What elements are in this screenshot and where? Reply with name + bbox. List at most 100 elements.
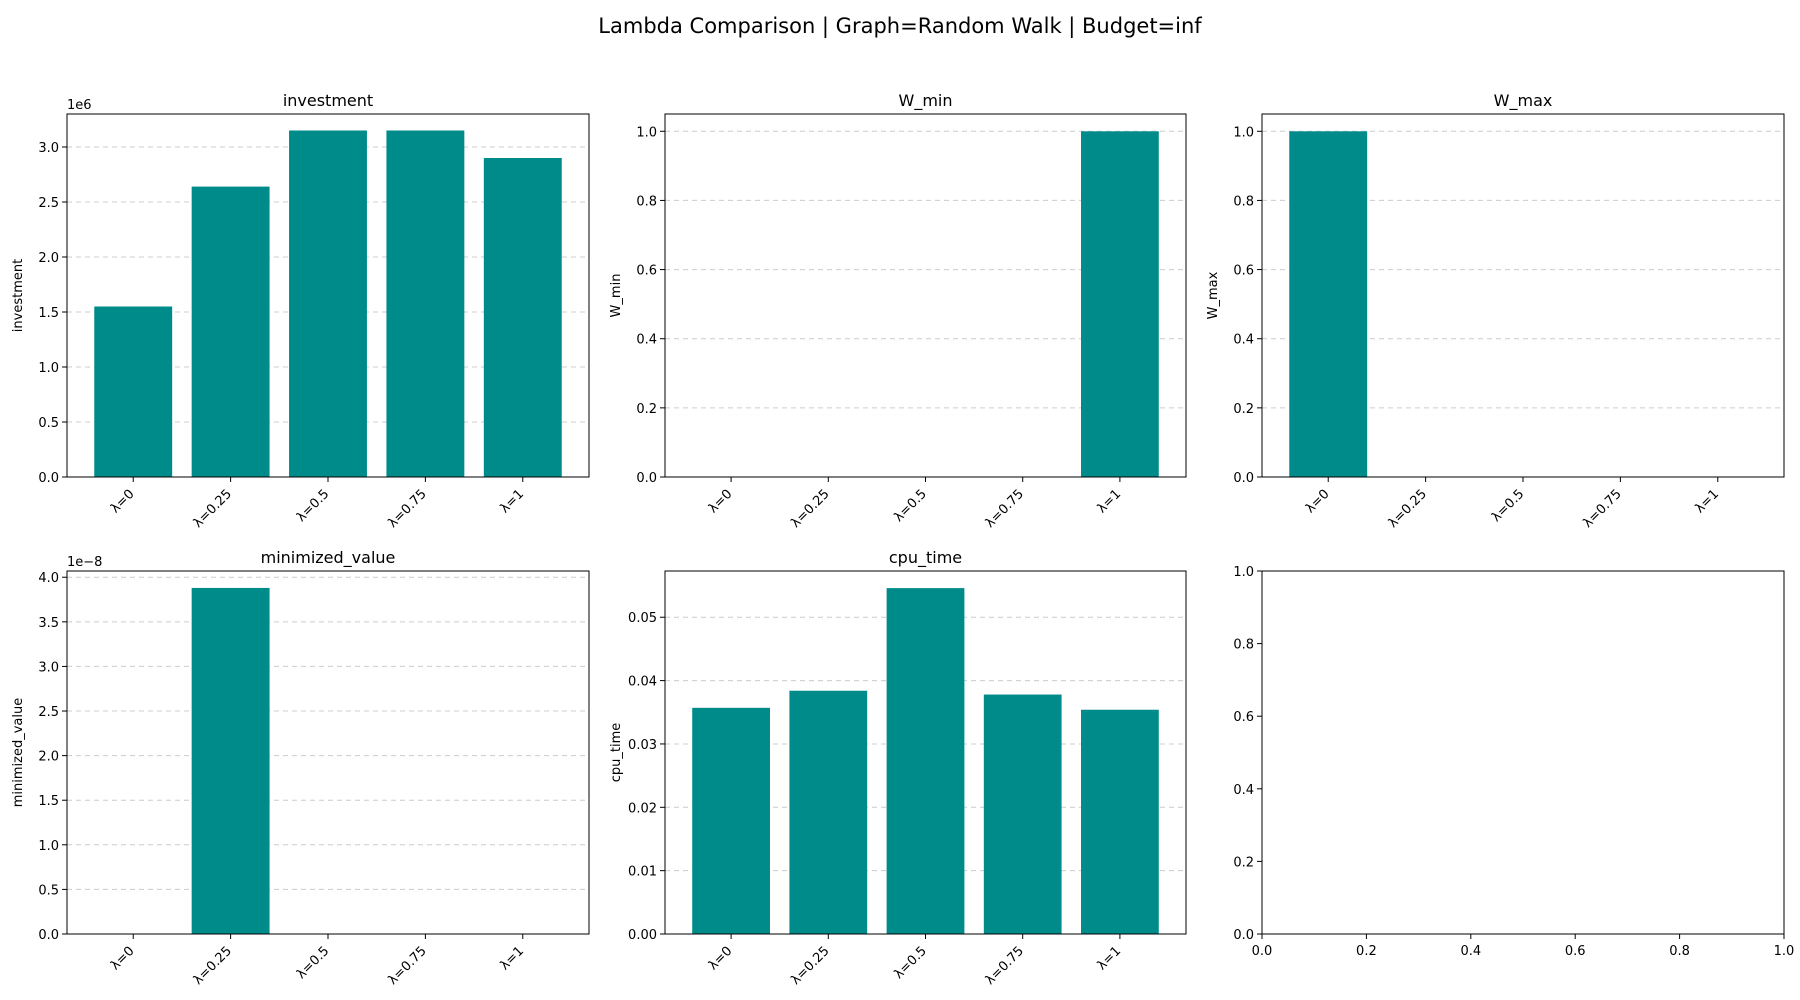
x-tick-label: λ=1 — [497, 944, 527, 974]
x-tick-label: λ=0.5 — [1489, 487, 1527, 525]
y-tick-label: 0.2 — [1233, 855, 1254, 870]
y-tick-label: 2.5 — [38, 705, 59, 720]
bar — [1081, 709, 1159, 934]
x-tick-label: 0.8 — [1669, 944, 1690, 959]
y-tick-label: 0.0 — [38, 928, 59, 943]
y-tick-label: 0.03 — [628, 738, 657, 753]
axes-frame — [1261, 570, 1785, 935]
x-tick-label: λ=0.5 — [294, 944, 332, 982]
y-tick-label: 0.0 — [1233, 928, 1254, 943]
y-tick-label: 4.0 — [38, 571, 59, 586]
y-axis-label: investment — [11, 259, 26, 332]
x-tick-label: λ=0.25 — [191, 487, 235, 531]
x-tick-label: λ=1 — [1095, 944, 1125, 974]
x-tick-label: λ=1 — [1095, 487, 1125, 517]
y-tick-label: 0.4 — [1233, 783, 1254, 798]
y-tick-label: 0.2 — [1233, 402, 1254, 417]
y-tick-label: 0.8 — [1233, 194, 1254, 209]
x-tick-label: 0.6 — [1565, 944, 1586, 959]
subplot-cpu_time: 0.00 0.01 0.02 0.03 0.04 0.05 λ=0 λ=0.25 λ=0.5 λ=… — [609, 548, 1187, 988]
bar — [483, 158, 562, 477]
y-tick-label: 0.02 — [628, 801, 657, 816]
y-tick-label: 0.0 — [38, 471, 59, 486]
bar — [386, 130, 465, 477]
bar — [289, 130, 367, 477]
axes-frame — [66, 570, 590, 935]
x-tick-label: λ=0.5 — [891, 944, 929, 982]
subplot-title: investment — [283, 91, 373, 110]
subplot-empty: 0.0 0.2 0.4 0.6 0.8 1.0 0.0 0.2 0.4 0.6 0.8 1.0 — [1233, 565, 1794, 959]
y-tick-label: 0.4 — [1233, 333, 1254, 348]
axes-frame — [1261, 113, 1785, 478]
y-tick-label: 0.5 — [38, 416, 59, 431]
bar — [191, 186, 270, 477]
bar — [983, 694, 1062, 934]
y-tick-label: 1.0 — [38, 839, 59, 854]
y-tick-label: 0.0 — [1233, 471, 1254, 486]
x-tick-label: λ=0.75 — [1580, 487, 1624, 531]
y-tick-label: 1.5 — [38, 794, 59, 809]
y-tick-label: 3.5 — [38, 616, 59, 631]
y-axis-label: cpu_time — [609, 723, 624, 783]
x-tick-label: 0.2 — [1356, 944, 1377, 959]
y-axis-label: W_max — [1206, 271, 1221, 319]
y-tick-label: 2.0 — [38, 251, 59, 266]
y-tick-label: 0.8 — [1233, 638, 1254, 653]
x-tick-label: 1.0 — [1774, 944, 1795, 959]
y-axis-label: minimized_value — [11, 698, 26, 807]
y-tick-label: 1.0 — [1233, 565, 1254, 580]
y-tick-label: 1.0 — [636, 125, 657, 140]
x-tick-label: λ=0.75 — [385, 944, 429, 988]
y-axis-label: W_min — [609, 274, 624, 318]
axes-frame — [664, 570, 1187, 935]
y-tick-label: 0.01 — [628, 865, 657, 880]
x-tick-label: λ=0 — [1303, 487, 1333, 517]
subplot-investment: 0.0 0.5 1.0 1.5 2.0 2.5 3.0 λ=0 λ=0.25 λ=0.5 λ=0.7… — [11, 91, 590, 531]
subplot-title: minimized_value — [261, 548, 396, 568]
subplot-title: cpu_time — [889, 548, 962, 568]
bar — [1081, 131, 1159, 478]
y-tick-label: 0.2 — [636, 402, 657, 417]
x-tick-label: λ=0.75 — [385, 487, 429, 531]
y-tick-label: 0.6 — [636, 264, 657, 279]
y-scale-label: 1e−8 — [67, 555, 102, 570]
x-tick-label: λ=0.25 — [788, 944, 832, 988]
x-tick-label: λ=0 — [108, 487, 138, 517]
x-tick-label: λ=1 — [1692, 487, 1722, 517]
x-tick-label: λ=0.5 — [294, 487, 332, 525]
figure-title: Lambda Comparison | Graph=Random Walk | … — [598, 14, 1202, 38]
x-tick-label: λ=0.25 — [788, 487, 832, 531]
axes-frame — [664, 113, 1187, 478]
y-tick-label: 3.0 — [38, 141, 59, 156]
x-tick-label: λ=0.5 — [891, 487, 929, 525]
subplot-title: W_min — [899, 91, 953, 111]
y-tick-label: 0.4 — [636, 333, 657, 348]
subplot-title: W_max — [1494, 91, 1553, 111]
x-tick-label: λ=0 — [706, 487, 736, 517]
y-tick-label: 0.04 — [628, 675, 657, 690]
y-tick-label: 0.6 — [1233, 264, 1254, 279]
y-tick-label: 2.0 — [38, 750, 59, 765]
y-tick-label: 0.05 — [628, 611, 657, 626]
y-tick-label: 0.5 — [38, 883, 59, 898]
y-tick-label: 3.0 — [38, 660, 59, 675]
subplot-W_max: 0.0 0.2 0.4 0.6 0.8 1.0 λ=0 λ=0.25 λ=0.5 λ=0.75 λ=… — [1206, 91, 1785, 531]
bar — [1289, 131, 1368, 478]
y-tick-label: 2.5 — [38, 196, 59, 211]
subplot-minimized_value: 0.0 0.5 1.0 1.5 2.0 2.5 3.0 3.5 4.0 λ=0 λ=0.25 λ=0.… — [11, 548, 590, 988]
y-tick-label: 0.00 — [628, 928, 657, 943]
x-tick-label: 0.0 — [1252, 944, 1273, 959]
y-tick-label: 1.5 — [38, 306, 59, 321]
axes-frame — [66, 113, 590, 478]
y-tick-label: 0.0 — [636, 471, 657, 486]
x-tick-label: 0.4 — [1460, 944, 1481, 959]
x-tick-label: λ=0 — [108, 944, 138, 974]
x-tick-label: λ=0 — [706, 944, 736, 974]
x-tick-label: λ=0.25 — [191, 944, 235, 988]
bar — [191, 587, 270, 934]
y-scale-label: 1e6 — [67, 98, 92, 113]
bar — [94, 306, 173, 477]
x-tick-label: λ=0.75 — [983, 944, 1027, 988]
subplot-W_min: 0.0 0.2 0.4 0.6 0.8 1.0 λ=0 λ=0.25 λ=0.5 λ=0.75 λ=… — [609, 91, 1187, 531]
